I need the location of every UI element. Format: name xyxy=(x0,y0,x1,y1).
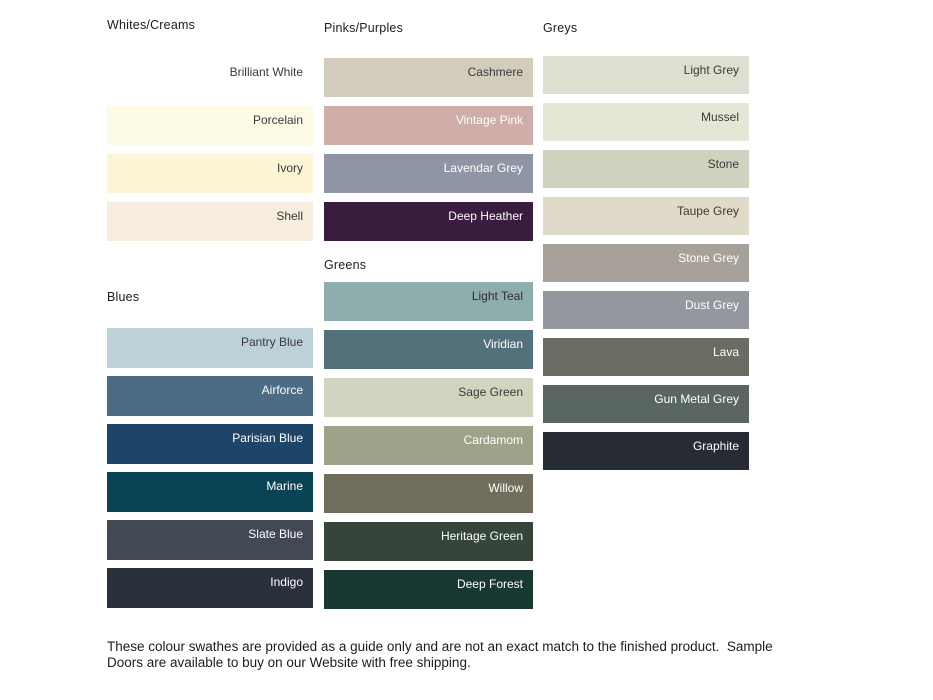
swatch-shell: Shell xyxy=(107,202,313,241)
swatch-stone: Stone xyxy=(543,150,749,188)
column-pinks-greens: Pinks/Purples Cashmere Vintage Pink Lave… xyxy=(324,0,533,700)
swatch-label-deep-forest: Deep Forest xyxy=(456,577,523,591)
swatch-vintage-pink: Vintage Pink xyxy=(324,106,533,145)
swatch-group-whites-creams: Brilliant White Porcelain Ivory Shell xyxy=(107,58,313,250)
swatch-marine: Marine xyxy=(107,472,313,512)
disclaimer-line-2: Doors are available to buy on our Websit… xyxy=(107,655,471,671)
section-title-blues: Blues xyxy=(107,290,140,304)
swatch-label-graphite: Graphite xyxy=(692,439,739,453)
swatch-light-grey: Light Grey xyxy=(543,56,749,94)
swatch-label-pantry-blue: Pantry Blue xyxy=(240,335,303,349)
swatch-label-heritage-green: Heritage Green xyxy=(440,529,523,543)
swatch-label-lava: Lava xyxy=(712,345,739,359)
swatch-gun-metal-grey: Gun Metal Grey xyxy=(543,385,749,423)
swatch-label-airforce: Airforce xyxy=(261,383,303,397)
section-title-greens: Greens xyxy=(324,258,367,272)
column-whites-blues: Whites/Creams Brilliant White Porcelain … xyxy=(107,0,313,700)
swatch-group-greys: Light Grey Mussel Stone Taupe Grey Stone… xyxy=(543,56,749,479)
swatch-cashmere: Cashmere xyxy=(324,58,533,97)
swatch-label-shell: Shell xyxy=(276,209,303,223)
section-title-pinks-purples: Pinks/Purples xyxy=(324,21,404,35)
swatch-label-stone: Stone xyxy=(707,157,739,171)
swatch-indigo: Indigo xyxy=(107,568,313,608)
column-greys: Greys Light Grey Mussel Stone Taupe Grey… xyxy=(543,0,749,700)
swatch-label-dust-grey: Dust Grey xyxy=(684,298,739,312)
swatch-mussel: Mussel xyxy=(543,103,749,141)
section-title-whites-creams: Whites/Creams xyxy=(107,18,196,32)
swatch-deep-forest: Deep Forest xyxy=(324,570,533,609)
swatch-label-vintage-pink: Vintage Pink xyxy=(455,113,523,127)
swatch-group-pinks-purples: Cashmere Vintage Pink Lavendar Grey Deep… xyxy=(324,58,533,250)
section-title-greys: Greys xyxy=(543,21,578,35)
swatch-lavendar-grey: Lavendar Grey xyxy=(324,154,533,193)
swatch-graphite: Graphite xyxy=(543,432,749,470)
swatch-stone-grey: Stone Grey xyxy=(543,244,749,282)
swatch-label-deep-heather: Deep Heather xyxy=(448,209,523,223)
swatch-label-ivory: Ivory xyxy=(276,161,303,175)
swatch-label-light-grey: Light Grey xyxy=(683,63,739,77)
swatch-slate-blue: Slate Blue xyxy=(107,520,313,560)
swatch-porcelain: Porcelain xyxy=(107,106,313,145)
swatch-label-gun-metal-grey: Gun Metal Grey xyxy=(654,392,739,406)
swatch-label-willow: Willow xyxy=(488,481,523,495)
swatch-heritage-green: Heritage Green xyxy=(324,522,533,561)
swatch-label-mussel: Mussel xyxy=(700,110,739,124)
disclaimer-line-1: These colour swathes are provided as a g… xyxy=(107,639,773,654)
swatch-light-teal: Light Teal xyxy=(324,282,533,321)
swatch-dust-grey: Dust Grey xyxy=(543,291,749,329)
swatch-label-lavendar-grey: Lavendar Grey xyxy=(443,161,523,175)
swatch-label-parisian-blue: Parisian Blue xyxy=(232,431,303,445)
swatch-viridian: Viridian xyxy=(324,330,533,369)
swatch-airforce: Airforce xyxy=(107,376,313,416)
swatch-sage-green: Sage Green xyxy=(324,378,533,417)
swatch-pantry-blue: Pantry Blue xyxy=(107,328,313,368)
swatch-label-brilliant-white: Brilliant White xyxy=(229,65,303,79)
swatch-ivory: Ivory xyxy=(107,154,313,193)
swatch-brilliant-white: Brilliant White xyxy=(107,58,313,97)
swatch-taupe-grey: Taupe Grey xyxy=(543,197,749,235)
swatch-label-sage-green: Sage Green xyxy=(458,385,523,399)
swatch-label-taupe-grey: Taupe Grey xyxy=(676,204,739,218)
swatch-label-cardamom: Cardamom xyxy=(463,433,523,447)
swatch-deep-heather: Deep Heather xyxy=(324,202,533,241)
swatch-label-stone-grey: Stone Grey xyxy=(678,251,739,265)
swatch-label-cashmere: Cashmere xyxy=(467,65,523,79)
swatch-willow: Willow xyxy=(324,474,533,513)
swatch-lava: Lava xyxy=(543,338,749,376)
swatch-group-greens: Light Teal Viridian Sage Green Cardamom … xyxy=(324,282,533,618)
swatch-label-viridian: Viridian xyxy=(483,337,523,351)
swatch-parisian-blue: Parisian Blue xyxy=(107,424,313,464)
disclaimer-text: These colour swathes are provided as a g… xyxy=(107,639,787,672)
swatch-label-porcelain: Porcelain xyxy=(252,113,303,127)
swatch-group-blues: Pantry Blue Airforce Parisian Blue Marin… xyxy=(107,328,313,616)
swatch-cardamom: Cardamom xyxy=(324,426,533,465)
swatch-label-slate-blue: Slate Blue xyxy=(248,527,303,541)
swatch-label-indigo: Indigo xyxy=(270,575,303,589)
swatch-label-light-teal: Light Teal xyxy=(471,289,523,303)
swatch-label-marine: Marine xyxy=(266,479,303,493)
